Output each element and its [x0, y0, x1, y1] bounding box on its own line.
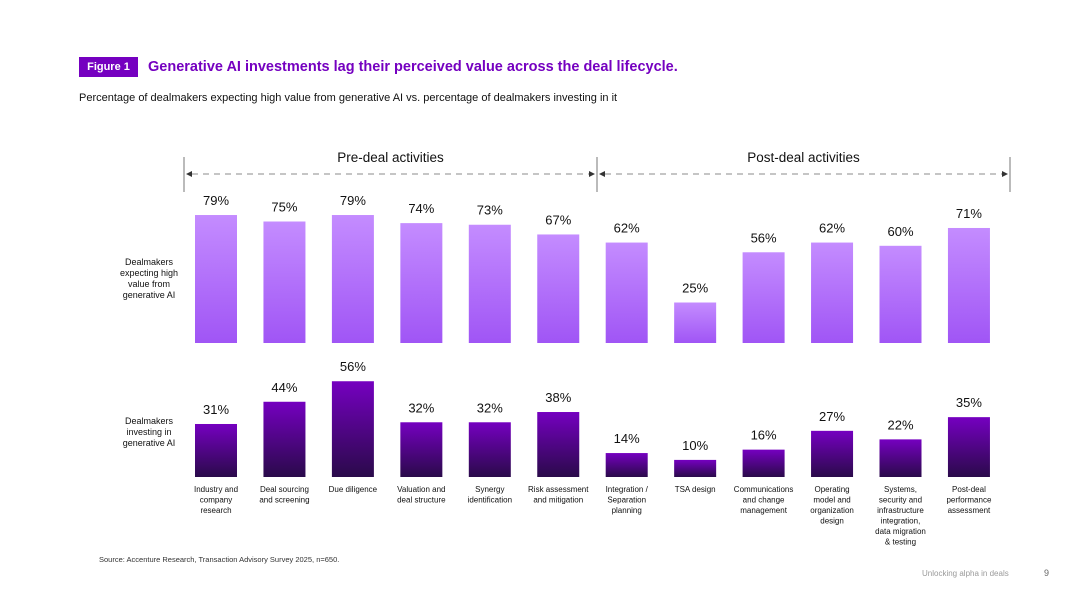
data-label: 32%	[477, 400, 503, 415]
data-label: 10%	[682, 438, 708, 453]
arrow-right-icon	[1002, 171, 1008, 177]
category-label: Post-deal performance assessment	[946, 485, 991, 515]
source-note: Source: Accenture Research, Transaction …	[99, 555, 340, 564]
section-headers: Pre-deal activities Post-deal activities	[183, 150, 1011, 192]
bar	[195, 423, 237, 477]
data-label: 74%	[408, 201, 434, 216]
bar	[195, 215, 237, 343]
bar	[400, 422, 443, 477]
category-label: TSA design	[675, 485, 716, 494]
bar	[537, 234, 580, 343]
bar	[468, 224, 511, 343]
bar	[263, 401, 306, 477]
bar	[879, 439, 922, 477]
category-label: Industry and company research	[194, 485, 238, 515]
category-label: Integration / Separation planning	[606, 485, 649, 515]
bar	[674, 459, 717, 477]
bar	[468, 422, 511, 477]
data-label: 56%	[751, 230, 777, 245]
bar	[811, 242, 854, 343]
figure-badge: Figure 1	[79, 57, 138, 77]
bar	[674, 302, 717, 343]
footer-title: Unlocking alpha in deals	[922, 569, 1009, 578]
data-label: 27%	[819, 409, 845, 424]
bar	[605, 453, 648, 477]
bar	[811, 430, 854, 477]
data-label: 67%	[545, 212, 571, 227]
page-number: 9	[1044, 568, 1050, 578]
bar	[947, 417, 990, 477]
bar	[331, 381, 374, 477]
data-label: 22%	[887, 417, 913, 432]
bar	[879, 245, 922, 343]
arrow-left-icon	[186, 171, 192, 177]
data-label: 16%	[751, 428, 777, 443]
data-label: 35%	[956, 395, 982, 410]
bar	[742, 449, 785, 477]
bar	[400, 223, 443, 343]
data-label: 14%	[614, 431, 640, 446]
category-label: Synergy identification	[468, 485, 512, 505]
data-label: 79%	[203, 193, 229, 208]
arrow-left-icon	[599, 171, 605, 177]
category-labels: Industry and company research Deal sourcing…	[194, 485, 992, 547]
series-expecting-value: 79% 75% 79% 74% 73% 67% 62% 25% 56% 62% 60% 71%	[195, 193, 990, 343]
data-label: 60%	[887, 224, 913, 239]
data-label: 75%	[271, 200, 297, 215]
data-label: 73%	[477, 203, 503, 218]
figure-subtitle: Percentage of dealmakers expecting high …	[79, 92, 618, 104]
series-investing: 31% 44% 56% 32% 32% 38% 14% 10% 16% 27% 22% 35%	[195, 359, 990, 477]
category-label: Operating model and organization design	[810, 485, 854, 526]
category-label: Deal sourcing and screening	[259, 485, 309, 505]
bar	[605, 242, 648, 343]
bar	[537, 412, 580, 477]
section-label-post-deal: Post-deal activities	[747, 150, 860, 165]
category-label: Due diligence	[329, 485, 378, 494]
data-label: 56%	[340, 359, 366, 374]
data-label: 25%	[682, 281, 708, 296]
data-label: 44%	[271, 380, 297, 395]
data-label: 71%	[956, 206, 982, 221]
series-label: Dealmakers investing in generative AI	[123, 416, 176, 448]
bar	[947, 227, 990, 343]
bar	[331, 215, 374, 343]
figure-title: Generative AI investments lag their perc…	[148, 59, 678, 75]
category-label: Communications and change management	[734, 485, 794, 515]
series-label: Dealmakers expecting high value from genera…	[120, 257, 178, 300]
category-label: Systems, security and infrastructure integr…	[875, 485, 926, 547]
data-label: 62%	[819, 221, 845, 236]
section-label-pre-deal: Pre-deal activities	[337, 150, 444, 165]
bar	[742, 252, 785, 343]
data-label: 31%	[203, 402, 229, 417]
data-label: 38%	[545, 390, 571, 405]
series-labels: Dealmakers expecting high value from genera…	[120, 257, 178, 448]
bar	[263, 221, 306, 343]
arrow-right-icon	[589, 171, 595, 177]
data-label: 62%	[614, 221, 640, 236]
category-label: Valuation and deal structure	[397, 485, 446, 505]
data-label: 79%	[340, 193, 366, 208]
category-label: Risk assessment and mitigation	[528, 485, 589, 505]
data-label: 32%	[408, 400, 434, 415]
